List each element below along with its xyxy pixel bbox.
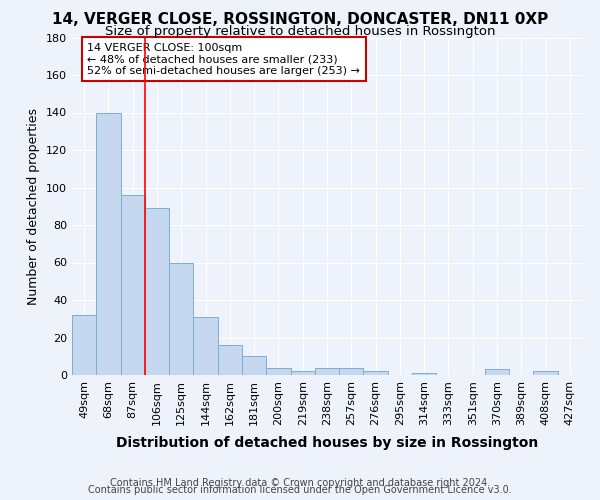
Bar bbox=[485, 370, 509, 375]
Bar bbox=[412, 373, 436, 375]
Bar bbox=[193, 317, 218, 375]
Y-axis label: Number of detached properties: Number of detached properties bbox=[28, 108, 40, 304]
X-axis label: Distribution of detached houses by size in Rossington: Distribution of detached houses by size … bbox=[116, 436, 538, 450]
Bar bbox=[169, 262, 193, 375]
Bar bbox=[266, 368, 290, 375]
Text: 14, VERGER CLOSE, ROSSINGTON, DONCASTER, DN11 0XP: 14, VERGER CLOSE, ROSSINGTON, DONCASTER,… bbox=[52, 12, 548, 28]
Text: Contains HM Land Registry data © Crown copyright and database right 2024.: Contains HM Land Registry data © Crown c… bbox=[110, 478, 490, 488]
Text: 14 VERGER CLOSE: 100sqm
← 48% of detached houses are smaller (233)
52% of semi-d: 14 VERGER CLOSE: 100sqm ← 48% of detache… bbox=[88, 42, 360, 76]
Bar bbox=[121, 195, 145, 375]
Bar bbox=[218, 345, 242, 375]
Bar bbox=[339, 368, 364, 375]
Bar bbox=[242, 356, 266, 375]
Bar bbox=[315, 368, 339, 375]
Bar bbox=[145, 208, 169, 375]
Bar bbox=[72, 315, 96, 375]
Text: Contains public sector information licensed under the Open Government Licence v3: Contains public sector information licen… bbox=[88, 485, 512, 495]
Bar bbox=[533, 371, 558, 375]
Bar bbox=[96, 112, 121, 375]
Bar bbox=[364, 371, 388, 375]
Text: Size of property relative to detached houses in Rossington: Size of property relative to detached ho… bbox=[105, 25, 495, 38]
Bar bbox=[290, 371, 315, 375]
